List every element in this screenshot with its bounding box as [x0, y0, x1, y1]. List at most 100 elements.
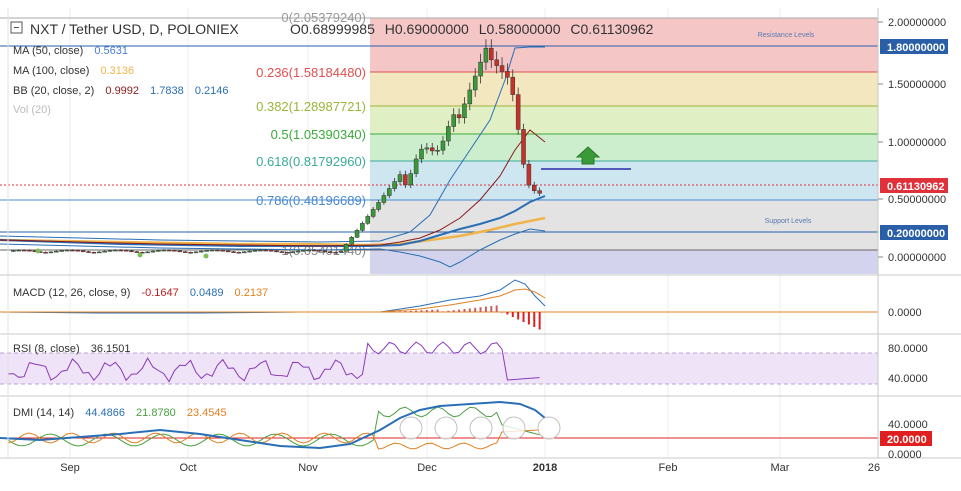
- candle-body: [381, 195, 387, 203]
- candle-body: [429, 147, 435, 152]
- macd-bar: [452, 310, 455, 312]
- fib-label: 0(2.05379240): [281, 10, 366, 25]
- candle-body: [462, 103, 467, 119]
- fibonacci-retracement[interactable]: [0, 17, 878, 274]
- candle-body: [59, 250, 64, 252]
- macd-legend: MACD (12, 26, close, 9) -0.1647 0.0489 0…: [13, 287, 268, 299]
- price-badge: 0.20000000: [887, 228, 945, 240]
- time-axis[interactable]: Sep Oct Nov Dec 2018 Feb Mar 26: [60, 462, 880, 474]
- up-arrow-icon[interactable]: [575, 146, 601, 165]
- candle-body: [370, 209, 376, 217]
- candle-body: [204, 250, 209, 252]
- price-tick: 2.00000000: [888, 17, 946, 29]
- bb-upper: [0, 46, 545, 243]
- dmi-tick: 40.0000: [888, 419, 928, 431]
- candle-body: [456, 114, 462, 119]
- candlesticks[interactable]: [11, 39, 542, 254]
- macd-bar: [517, 312, 520, 320]
- time-label: Nov: [298, 462, 318, 474]
- macd-bar: [404, 311, 407, 312]
- candle-body: [521, 129, 526, 165]
- candle-body: [532, 184, 537, 191]
- candle-body: [177, 250, 183, 253]
- dmi-badge: 20.0000: [887, 434, 927, 446]
- time-label: Dec: [417, 462, 437, 474]
- bb-basis: [0, 129, 546, 247]
- candle-body: [215, 249, 220, 252]
- macd-bar: [479, 307, 482, 312]
- macd-pane[interactable]: [0, 279, 878, 330]
- candle-body: [322, 250, 328, 253]
- candle-body: [252, 250, 258, 252]
- macd-bar: [409, 310, 412, 312]
- candle-body: [376, 202, 381, 210]
- time-label: 2018: [533, 462, 557, 474]
- price-tick: 1.50000000: [888, 79, 946, 91]
- macd-bar: [506, 312, 509, 315]
- candle-body: [413, 158, 419, 174]
- rsi-pane[interactable]: [0, 341, 878, 385]
- candle-body: [472, 75, 478, 91]
- dmi-pane[interactable]: [0, 400, 878, 450]
- dmi-badge-bg: [880, 431, 932, 446]
- candle-body: [48, 251, 54, 254]
- candle-body: [435, 149, 440, 152]
- candle-body: [16, 249, 21, 252]
- candle-body: [510, 76, 516, 95]
- candle-body: [107, 250, 113, 252]
- candle-body: [365, 216, 371, 224]
- fib-label: 0.786(0.48196689): [256, 193, 366, 208]
- ma50-line: [0, 195, 546, 247]
- ohlc-readout: O0.68999985 H0.69000000 L0.58000000 C0.6…: [290, 21, 654, 37]
- fib-label: 0.5(1.05390340): [271, 127, 366, 142]
- macd-bar: [538, 312, 541, 330]
- candle-body: [392, 181, 397, 189]
- vol-legend: Vol (20): [13, 104, 51, 116]
- candle-body: [317, 250, 322, 252]
- candle-body: [209, 249, 215, 252]
- playback-controls[interactable]: [399, 416, 561, 440]
- rsi-tick: 80.0000: [888, 343, 928, 355]
- price-axis[interactable]: 2.00000000 1.50000000 1.00000000 0.50000…: [878, 17, 946, 264]
- candle-body: [467, 89, 473, 105]
- candle-body: [505, 71, 510, 78]
- macd-bar: [388, 311, 391, 313]
- price-badge: 0.61130962: [887, 181, 945, 193]
- candle-body: [419, 148, 424, 160]
- macd-bar: [533, 312, 536, 327]
- ma50-legend: MA (50, close) 0.5631: [13, 45, 128, 57]
- candle-body: [478, 61, 483, 77]
- time-label: Sep: [60, 462, 80, 474]
- candle-body: [123, 249, 129, 252]
- macd-bar: [522, 312, 525, 322]
- macd-bar: [436, 309, 439, 312]
- candle-body: [295, 250, 301, 253]
- candle-body: [145, 251, 150, 254]
- candle-body: [311, 249, 317, 252]
- candle-body: [64, 249, 70, 252]
- dmi-legend: DMI (14, 14) 44.4866 21.8780 23.4545: [13, 407, 227, 419]
- legend[interactable]: NXT / Tether USD, D, POLONIEX O0.6899998…: [10, 21, 654, 419]
- fib-label: 0.236(1.58184480): [256, 65, 366, 80]
- candle-body: [279, 251, 285, 253]
- price-tick: 1.00000000: [888, 137, 946, 149]
- pane-separators[interactable]: [0, 274, 961, 459]
- candle-body: [86, 251, 91, 253]
- candle-body: [258, 249, 263, 252]
- candle-body: [134, 251, 140, 253]
- macd-bar: [447, 310, 450, 312]
- macd-bar: [399, 311, 402, 312]
- volume-dots: [35, 248, 209, 259]
- candle-body: [301, 250, 306, 252]
- candle-body: [118, 249, 124, 252]
- candle-body: [408, 173, 413, 186]
- candle-body: [440, 140, 446, 151]
- candle-body: [156, 250, 161, 252]
- candle-body: [446, 126, 451, 142]
- candle-body: [451, 114, 456, 127]
- macd-bar: [458, 309, 461, 312]
- collapse-icon: [10, 21, 23, 34]
- candle-body: [129, 250, 134, 253]
- macd-bar: [415, 310, 418, 312]
